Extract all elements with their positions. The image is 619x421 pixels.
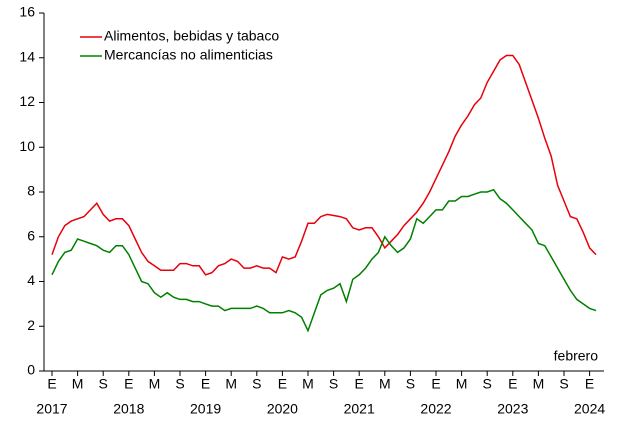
x-tick-label: M [379,376,391,392]
x-tick-label: E [278,376,287,392]
year-label: 2023 [497,401,528,417]
y-tick-label: 14 [19,48,35,64]
x-tick-label: S [406,376,415,392]
x-tick-label: S [99,376,108,392]
x-tick-label: S [329,376,338,392]
year-label: 2020 [267,401,298,417]
series-line [51,188,597,333]
x-tick-label: E [124,376,133,392]
legend-label: Alimentos, bebidas y tabaco [104,28,279,44]
year-label: 2024 [574,401,605,417]
series-line [51,54,597,276]
y-tick-label: 12 [19,93,35,109]
x-tick-label: M [149,376,161,392]
x-tick-label: E [47,376,56,392]
x-tick-label: M [456,376,468,392]
annotation: febrero [554,348,599,364]
x-tick-label: E [508,376,517,392]
y-tick-label: 4 [27,272,35,288]
year-label: 2018 [113,401,144,417]
legend-label: Mercancías no alimenticias [104,47,273,63]
y-tick-label: 16 [19,4,35,20]
x-tick-label: S [175,376,184,392]
x-tick-label: E [355,376,364,392]
y-tick-label: 6 [27,227,35,243]
x-tick-label: M [72,376,84,392]
x-tick-label: S [483,376,492,392]
x-tick-label: E [431,376,440,392]
y-tick-label: 10 [19,138,35,154]
y-tick-label: 8 [27,183,35,199]
y-tick-label: 2 [27,317,35,333]
x-tick-label: M [302,376,314,392]
year-label: 2022 [420,401,451,417]
x-tick-label: E [585,376,594,392]
x-tick-label: S [252,376,261,392]
x-tick-label: S [559,376,568,392]
x-tick-label: M [225,376,237,392]
x-tick-label: E [201,376,210,392]
year-label: 2019 [190,401,221,417]
y-tick-label: 0 [27,362,35,378]
year-label: 2021 [344,401,375,417]
x-tick-label: M [533,376,545,392]
year-label: 2017 [36,401,67,417]
